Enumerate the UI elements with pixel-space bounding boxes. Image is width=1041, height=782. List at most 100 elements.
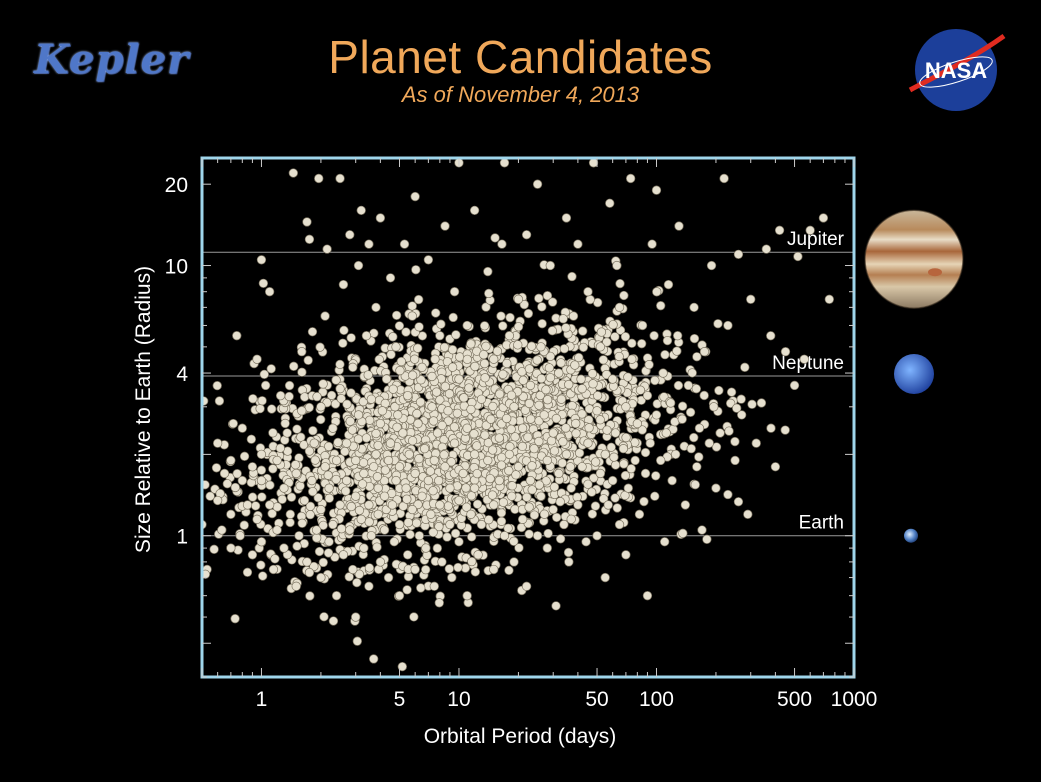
data-point bbox=[226, 455, 236, 466]
x-tick-label: 100 bbox=[639, 688, 674, 711]
cloud-point bbox=[470, 361, 480, 372]
data-point bbox=[577, 384, 587, 394]
cloud-point bbox=[415, 397, 426, 407]
cloud-point bbox=[524, 529, 534, 539]
data-point bbox=[532, 531, 543, 541]
data-point bbox=[462, 320, 472, 331]
cloud-point bbox=[733, 497, 744, 507]
cloud-point bbox=[310, 455, 320, 465]
cloud-point bbox=[434, 598, 444, 608]
data-point bbox=[621, 402, 631, 412]
cloud-point bbox=[574, 448, 585, 458]
cloud-point bbox=[689, 432, 699, 443]
cloud-point bbox=[416, 375, 426, 385]
data-point bbox=[614, 302, 625, 313]
data-point bbox=[637, 320, 648, 331]
data-point bbox=[449, 287, 460, 297]
data-point bbox=[414, 531, 424, 541]
data-point bbox=[304, 234, 315, 244]
cloud-point bbox=[507, 481, 517, 491]
data-point bbox=[476, 394, 487, 404]
cloud-point bbox=[211, 463, 222, 473]
data-point bbox=[608, 475, 618, 486]
data-point bbox=[494, 433, 504, 443]
cloud-point bbox=[610, 332, 620, 342]
data-point bbox=[247, 462, 258, 472]
x-tick-label: 500 bbox=[777, 688, 812, 711]
data-point bbox=[564, 557, 574, 567]
cloud-point bbox=[472, 441, 482, 451]
cloud-point bbox=[461, 483, 471, 493]
cloud-point bbox=[258, 278, 269, 288]
cloud-point bbox=[484, 515, 494, 525]
cloud-point bbox=[444, 564, 454, 574]
data-point bbox=[489, 564, 499, 575]
cloud-point bbox=[402, 585, 412, 595]
cloud-point bbox=[652, 287, 662, 297]
cloud-point bbox=[532, 355, 542, 365]
data-point bbox=[401, 483, 411, 493]
data-point bbox=[507, 491, 517, 501]
data-point bbox=[413, 418, 423, 429]
data-point bbox=[353, 410, 364, 420]
data-point bbox=[592, 531, 602, 541]
cloud-point bbox=[502, 413, 512, 424]
cloud-point bbox=[602, 425, 612, 435]
cloud-point bbox=[430, 354, 440, 364]
cloud-point bbox=[549, 446, 560, 456]
data-point bbox=[674, 221, 684, 231]
data-point bbox=[328, 423, 338, 433]
cloud-point bbox=[509, 536, 519, 546]
data-point bbox=[324, 537, 334, 547]
data-point bbox=[407, 504, 417, 515]
cloud-point bbox=[425, 466, 436, 476]
cloud-point bbox=[606, 442, 616, 452]
nasa-logo-text: NASA bbox=[925, 58, 987, 83]
data-point bbox=[264, 500, 275, 510]
data-point bbox=[670, 449, 681, 460]
cloud-point bbox=[386, 349, 396, 360]
data-point bbox=[272, 455, 282, 466]
cloud-point bbox=[577, 409, 587, 419]
data-point bbox=[699, 347, 710, 357]
data-point bbox=[375, 557, 386, 567]
cloud-point bbox=[411, 265, 421, 275]
neptune-icon bbox=[894, 354, 934, 395]
data-point bbox=[226, 543, 236, 553]
data-point bbox=[499, 531, 510, 541]
cloud-point bbox=[258, 571, 268, 581]
cloud-point bbox=[506, 390, 517, 400]
cloud-point bbox=[462, 354, 472, 365]
cloud-point bbox=[496, 508, 507, 518]
data-point bbox=[217, 525, 227, 535]
y-tick-label: 1 bbox=[176, 526, 188, 549]
data-point bbox=[449, 438, 460, 448]
cloud-point bbox=[421, 565, 431, 575]
jupiter-icon bbox=[865, 210, 963, 309]
data-point bbox=[539, 410, 549, 420]
cloud-point bbox=[256, 560, 266, 570]
data-point bbox=[393, 410, 403, 420]
nasa-logo-orbit bbox=[919, 56, 993, 88]
data-point bbox=[554, 468, 564, 479]
cloud-point bbox=[545, 351, 555, 362]
cloud-point bbox=[335, 359, 345, 370]
cloud-point bbox=[583, 479, 593, 489]
cloud-point bbox=[519, 299, 529, 310]
cloud-point bbox=[523, 432, 533, 442]
data-point bbox=[427, 402, 437, 412]
data-point bbox=[605, 198, 615, 208]
cloud-point bbox=[346, 388, 356, 398]
cloud-point bbox=[545, 373, 556, 383]
plot-frame bbox=[200, 156, 856, 679]
cloud-point bbox=[602, 337, 612, 347]
cloud-point bbox=[373, 440, 383, 451]
data-point bbox=[381, 374, 392, 384]
cloud-point bbox=[588, 379, 598, 389]
data-point bbox=[252, 354, 262, 364]
cloud-point bbox=[364, 563, 375, 573]
cloud-point bbox=[677, 401, 688, 411]
cloud-point bbox=[377, 406, 387, 416]
cloud-point bbox=[459, 393, 469, 403]
data-point bbox=[338, 279, 349, 290]
